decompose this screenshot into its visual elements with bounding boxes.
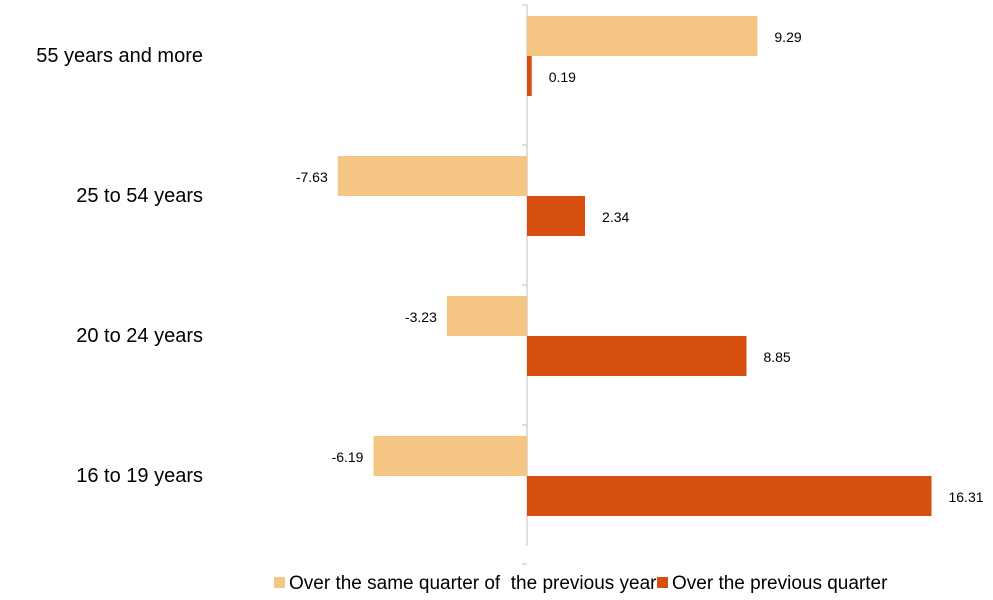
bar-previous-year — [373, 436, 527, 476]
bars — [337, 16, 932, 516]
bar-previous-quarter — [527, 56, 532, 96]
category-label: 20 to 24 years — [76, 325, 203, 347]
bar-previous-quarter — [527, 336, 747, 376]
value-label: -6.19 — [332, 449, 364, 465]
bar-previous-year — [337, 156, 527, 196]
legend-label-previous-year: Over the same quarter of the previous ye… — [289, 573, 657, 594]
axis-ticks — [522, 4, 527, 565]
category-label: 16 to 19 years — [76, 465, 203, 487]
value-label: 8.85 — [763, 349, 790, 365]
category-labels: 55 years and more 25 to 54 years 20 to 24 … — [36, 45, 203, 487]
bar-previous-quarter — [527, 476, 932, 516]
value-label: 2.34 — [602, 209, 629, 225]
category-label: 25 to 54 years — [76, 185, 203, 207]
value-label: -7.63 — [296, 169, 328, 185]
bar-previous-quarter — [527, 196, 586, 236]
value-label: 9.29 — [774, 29, 801, 45]
category-label: 55 years and more — [36, 45, 203, 67]
bar-previous-year — [446, 296, 527, 336]
legend-swatch-previous-quarter — [657, 577, 668, 588]
legend-swatch-previous-year — [274, 577, 285, 588]
bar-previous-year — [527, 16, 758, 56]
value-label: 0.19 — [549, 69, 576, 85]
legend: Over the same quarter of the previous ye… — [274, 573, 888, 594]
value-label: 16.31 — [948, 489, 983, 505]
value-labels: 9.29 -7.63 -3.23 -6.19 0.19 2.34 8.85 16.31 — [296, 29, 984, 505]
legend-label-previous-quarter: Over the previous quarter — [672, 573, 888, 594]
value-label: -3.23 — [405, 309, 437, 325]
